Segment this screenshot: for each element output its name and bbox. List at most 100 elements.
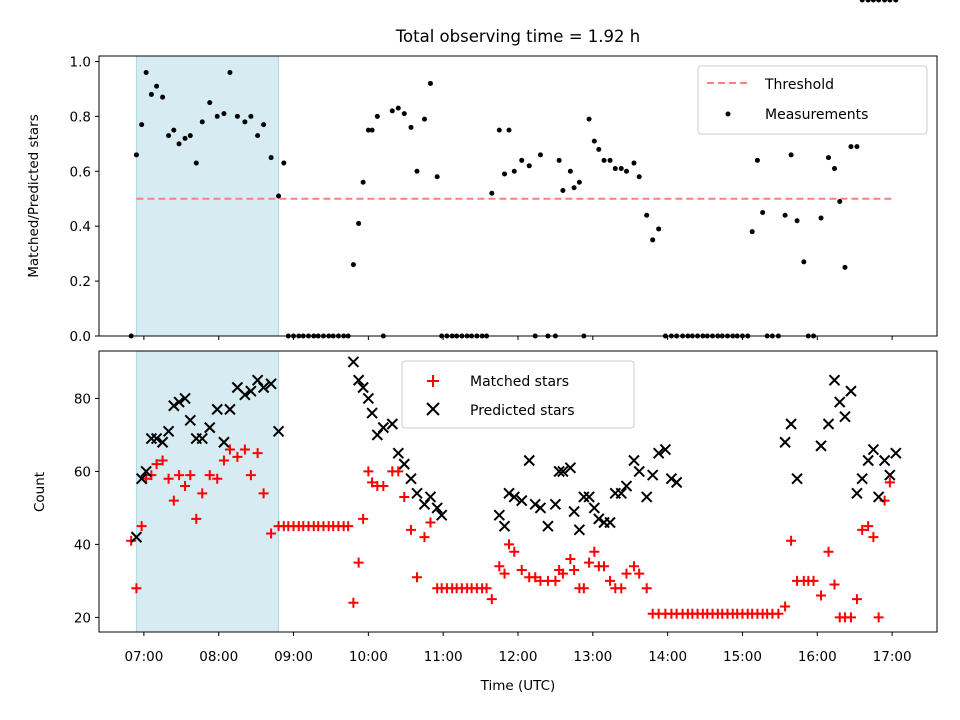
measurement-point xyxy=(870,0,876,3)
predicted-star-point xyxy=(168,400,180,412)
measurement-point xyxy=(207,100,213,106)
matched-star-point xyxy=(252,448,263,459)
measurement-point xyxy=(893,0,899,3)
matched-star-point xyxy=(151,459,162,470)
predicted-star-point xyxy=(822,418,835,430)
matched-star-point xyxy=(185,470,196,481)
bottom-plot-area xyxy=(126,351,902,633)
matched-star-point xyxy=(348,597,359,608)
matched-star-point xyxy=(773,608,784,619)
legend-matched-label: Matched stars xyxy=(470,374,569,390)
top-panel: 0.0 0.2 0.4 0.6 0.8 1.0 Matched/Predicted sta… xyxy=(26,0,938,345)
predicted-star-point xyxy=(670,476,683,489)
matched-star-point xyxy=(873,612,884,623)
x-tick-label: 13:00 xyxy=(573,649,612,665)
predicted-star-point xyxy=(498,520,511,532)
matched-star-point xyxy=(146,470,157,481)
x-axis-label: Time (UTC) xyxy=(480,678,556,694)
x-tick-label: 14:00 xyxy=(648,649,687,665)
measurement-point xyxy=(560,188,566,194)
measurement-point xyxy=(876,0,882,3)
measurement-point xyxy=(171,127,177,133)
measurement-point xyxy=(591,138,597,144)
predicted-star-point xyxy=(150,432,163,445)
measurement-point xyxy=(601,157,607,163)
predicted-star-point xyxy=(878,454,891,467)
predicted-star-point xyxy=(493,509,506,521)
predicted-star-point xyxy=(659,443,672,456)
predicted-star-point xyxy=(529,498,541,510)
top-y-tick-label: 0.6 xyxy=(70,164,91,180)
predicted-star-point xyxy=(377,421,390,434)
matched-star-point xyxy=(845,612,856,623)
matched-star-point xyxy=(406,524,417,535)
matched-star-point xyxy=(157,455,168,466)
measurement-point xyxy=(421,116,427,122)
measurement-point xyxy=(631,160,637,166)
predicted-star-point xyxy=(405,473,417,485)
measurement-point xyxy=(801,259,807,265)
matched-star-point xyxy=(367,477,378,488)
measurement-point xyxy=(519,157,525,163)
measurement-point xyxy=(160,94,166,100)
matched-star-point xyxy=(168,495,179,506)
measurement-point xyxy=(607,157,613,163)
predicted-star-point xyxy=(516,494,528,507)
predicted-star-point xyxy=(652,447,665,459)
measurement-point xyxy=(502,171,508,177)
matched-star-point xyxy=(353,557,364,568)
x-tick-label: 10:00 xyxy=(349,649,388,665)
predicted-star-point xyxy=(549,498,562,510)
predicted-star-point xyxy=(435,509,448,521)
matched-star-point xyxy=(486,594,497,605)
matched-star-point xyxy=(232,451,243,462)
top-y-tick-label: 0.4 xyxy=(70,219,91,235)
x-tick-label: 07:00 xyxy=(124,649,163,665)
measurement-point xyxy=(496,127,502,133)
predicted-star-point xyxy=(856,473,868,485)
measurement-point xyxy=(506,127,512,133)
matched-star-point xyxy=(399,491,410,502)
matched-star-point xyxy=(851,594,862,605)
legend-matched-swatch xyxy=(427,375,439,387)
predicted-star-point xyxy=(135,473,148,485)
measurement-point xyxy=(154,83,160,89)
predicted-star-point xyxy=(573,524,586,536)
predicted-star-point xyxy=(239,389,251,401)
measurement-point xyxy=(788,152,794,158)
matched-star-point xyxy=(494,561,505,572)
predicted-star-point xyxy=(791,473,803,485)
measurement-point xyxy=(842,264,848,270)
measurement-point xyxy=(187,133,193,139)
predicted-star-point xyxy=(145,432,158,445)
matched-star-point xyxy=(829,579,840,590)
matched-star-point xyxy=(204,470,215,481)
matched-star-point xyxy=(504,539,515,550)
matched-star-point xyxy=(174,470,185,481)
x-tick-label: 17:00 xyxy=(873,649,912,665)
matched-star-point xyxy=(218,455,229,466)
predicted-star-point xyxy=(588,502,601,514)
predicted-star-point xyxy=(130,531,143,543)
measurement-point xyxy=(227,69,233,75)
measurement-point xyxy=(576,179,582,185)
predicted-star-point xyxy=(386,418,399,430)
matched-star-point xyxy=(131,583,142,594)
bottom-y-tick-label: 60 xyxy=(74,464,91,480)
measurement-point xyxy=(644,212,650,218)
measurement-point xyxy=(826,155,832,161)
x-tick-label: 12:00 xyxy=(499,649,538,665)
predicted-star-point xyxy=(620,480,633,492)
measurement-point xyxy=(537,152,543,158)
measurement-point xyxy=(369,127,375,133)
predicted-star-point xyxy=(553,465,565,478)
measurement-point xyxy=(414,168,420,174)
matched-star-point xyxy=(605,575,616,586)
matched-star-point xyxy=(516,564,527,575)
matched-star-point xyxy=(266,528,277,539)
measurement-point xyxy=(596,146,602,152)
predicted-star-point xyxy=(646,469,659,481)
measurement-point xyxy=(133,152,139,158)
predicted-star-point xyxy=(411,487,423,500)
predicted-star-point xyxy=(352,374,365,386)
